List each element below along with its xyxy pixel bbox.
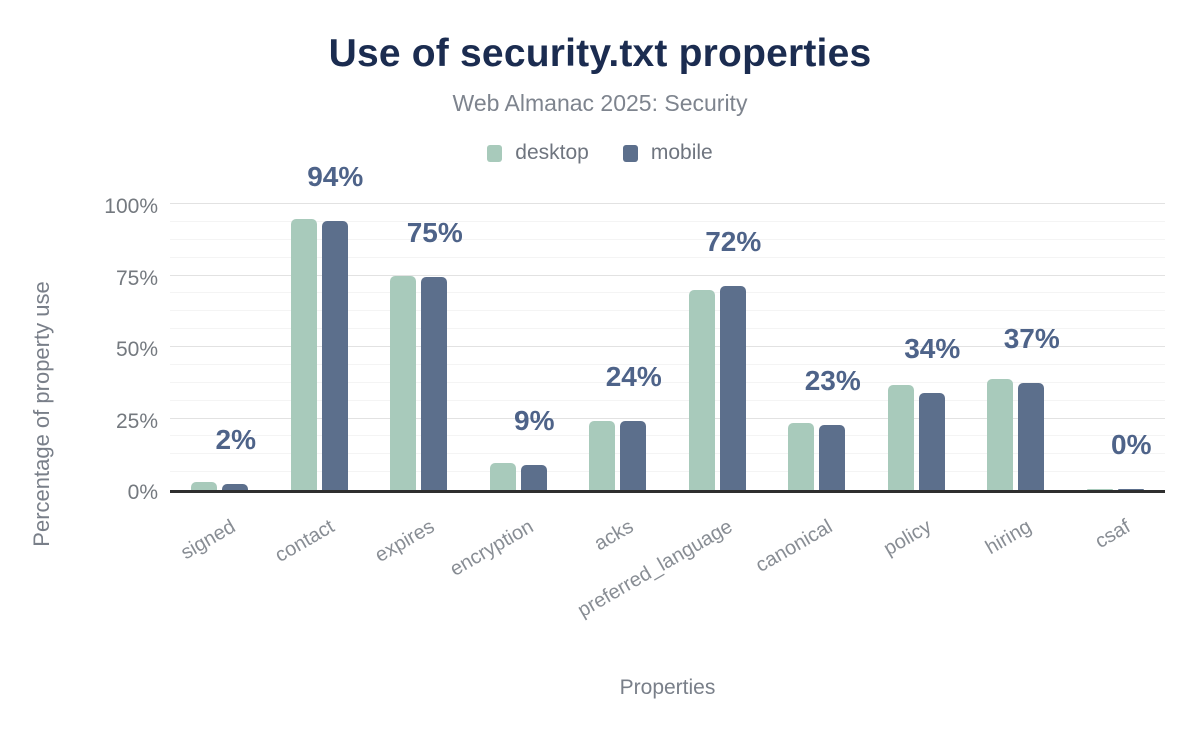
bar-mobile-preferred_language[interactable] — [719, 285, 746, 490]
x-tick-label-encryption: encryption — [446, 515, 538, 581]
y-tick-label: 50% — [115, 338, 158, 361]
bar-mobile-policy[interactable] — [918, 393, 945, 490]
bar-desktop-expires[interactable] — [390, 276, 417, 490]
bar-group-encryption: 9% — [469, 207, 569, 490]
bar-group-csaf: 0% — [1066, 207, 1166, 490]
mobile-swatch-icon — [622, 144, 638, 162]
bar-mobile-signed[interactable] — [222, 483, 249, 490]
chart-subtitle: Web Almanac 2025: Security — [452, 90, 748, 116]
gridline-minor — [170, 220, 1165, 222]
bar-desktop-encryption[interactable] — [489, 462, 516, 490]
bar-desktop-policy[interactable] — [887, 384, 914, 490]
value-annotation-contact: 94% — [307, 160, 364, 192]
value-annotation-acks: 24% — [605, 360, 662, 392]
value-annotation-canonical: 23% — [804, 364, 861, 396]
value-annotation-policy: 34% — [904, 333, 961, 365]
value-annotation-signed: 2% — [215, 423, 256, 455]
bar-mobile-encryption[interactable] — [520, 464, 547, 490]
bar-desktop-contact[interactable] — [290, 219, 317, 490]
gridline-minor — [170, 256, 1165, 258]
gridline-minor — [170, 363, 1165, 365]
x-tick-label-preferred_language: preferred_language — [574, 515, 737, 622]
bar-group-signed: 2% — [170, 207, 270, 490]
bar-groups: 2% 94% 75% 9% 24% 72% 23% 34% 37% 0% — [170, 162, 1166, 490]
gridline-minor — [170, 399, 1165, 401]
gridline-minor — [170, 292, 1165, 294]
bar-desktop-acks[interactable] — [589, 420, 616, 490]
y-tick-label: 25% — [115, 409, 158, 433]
chart-title: Use of security.txt properties — [328, 32, 872, 75]
y-tick-label: 100% — [104, 195, 158, 218]
x-axis-title: Properties — [619, 676, 716, 699]
gridline-minor — [170, 238, 1165, 240]
gridline-major — [170, 203, 1165, 204]
bar-group-expires: 75% — [369, 207, 469, 490]
gridline-minor — [170, 435, 1165, 437]
legend: desktop mobile — [0, 141, 1200, 165]
legend-label-mobile: mobile — [650, 141, 713, 164]
legend-label-desktop: desktop — [515, 141, 589, 164]
bar-mobile-acks[interactable] — [620, 420, 647, 490]
bar-mobile-contact[interactable] — [321, 220, 348, 490]
bar-desktop-signed[interactable] — [191, 482, 218, 490]
y-tick-label: 0% — [127, 481, 158, 504]
plot-area: 2% 94% 75% 9% 24% 72% 23% 34% 37% 0% — [170, 162, 1166, 493]
gridline-minor — [170, 328, 1165, 330]
x-tick-label-csaf: csaf — [1091, 515, 1135, 553]
gridline-minor — [170, 381, 1165, 383]
x-tick-label-policy: policy — [880, 515, 936, 561]
y-tick-label: 75% — [115, 266, 158, 290]
bar-group-canonical: 23% — [767, 207, 867, 490]
bar-desktop-preferred_language[interactable] — [688, 289, 715, 490]
bar-group-hiring: 37% — [966, 207, 1066, 490]
bar-desktop-canonical[interactable] — [788, 422, 815, 490]
bar-group-preferred_language: 72% — [668, 207, 768, 490]
bar-mobile-expires[interactable] — [421, 276, 448, 490]
gridline-minor — [170, 453, 1165, 455]
desktop-swatch-icon — [487, 144, 503, 162]
value-annotation-expires: 75% — [406, 216, 463, 248]
bar-mobile-csaf[interactable] — [1117, 488, 1144, 490]
gridline-major — [170, 346, 1165, 347]
value-annotation-csaf: 0% — [1111, 428, 1152, 460]
legend-item-desktop: desktop — [487, 141, 589, 165]
bar-desktop-csaf[interactable] — [1086, 488, 1113, 490]
gridline-minor — [170, 471, 1165, 473]
bar-desktop-hiring[interactable] — [987, 378, 1014, 490]
bar-group-policy: 34% — [867, 207, 967, 490]
bar-group-contact: 94% — [270, 162, 370, 490]
bar-group-acks: 24% — [568, 207, 668, 490]
value-annotation-hiring: 37% — [1003, 323, 1060, 355]
x-tick-labels: signed contact expires encryption acks prefer… — [170, 496, 1165, 626]
value-annotation-encryption: 9% — [514, 404, 555, 436]
value-annotation-preferred_language: 72% — [705, 225, 762, 257]
legend-item-mobile: mobile — [622, 141, 713, 165]
bar-mobile-hiring[interactable] — [1018, 383, 1045, 490]
bar-mobile-canonical[interactable] — [819, 424, 846, 490]
gridline-minor — [170, 310, 1165, 312]
gridline-major — [170, 417, 1165, 419]
gridline-major — [170, 274, 1165, 276]
